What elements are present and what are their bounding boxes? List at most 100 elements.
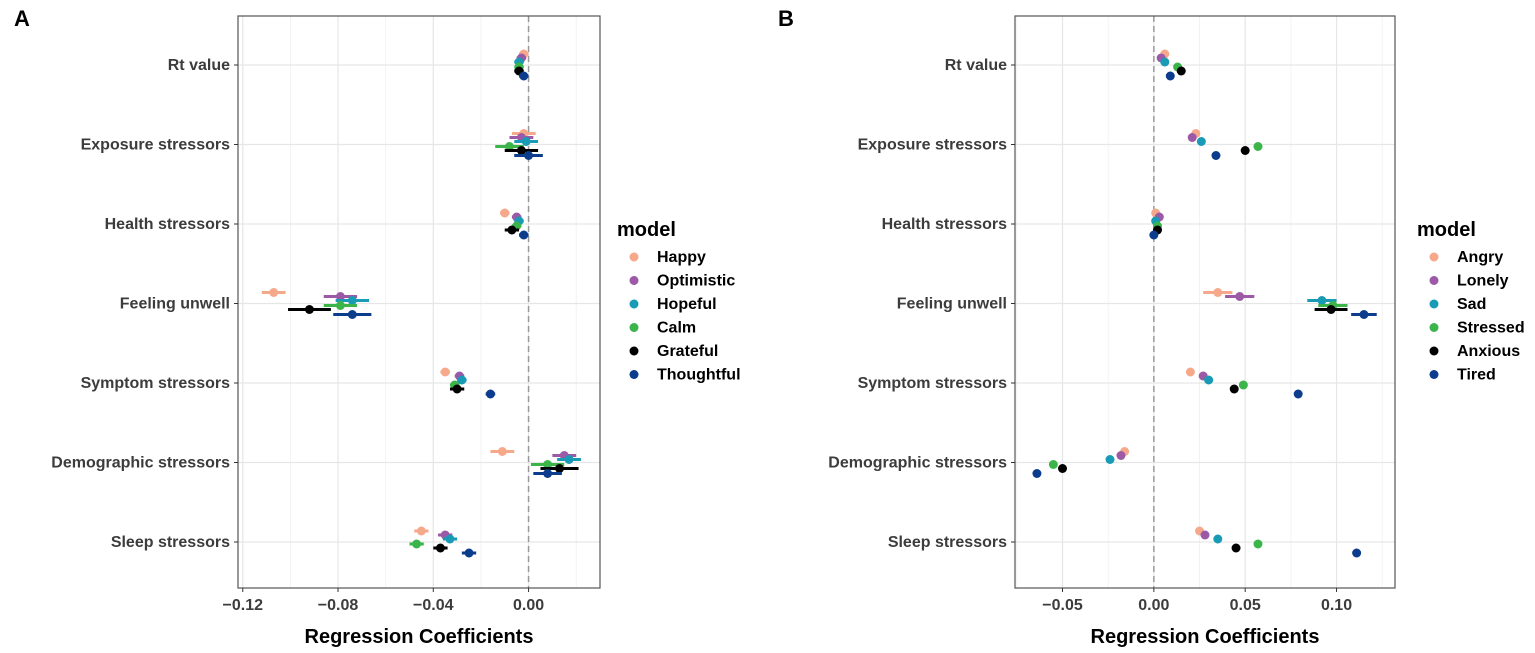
x-axis-b: −0.05 0.00 0.05 0.10 <box>1042 588 1352 614</box>
data-point <box>1293 389 1303 399</box>
data-point <box>347 296 357 305</box>
legend-item: Happy <box>629 249 706 266</box>
x-tick-label: −0.08 <box>318 597 359 614</box>
series-tired <box>1032 71 1377 558</box>
legend-item: Thoughtful <box>629 367 741 384</box>
y-tick-label: Exposure stressors <box>858 137 1008 154</box>
series-calm <box>323 62 565 549</box>
data-point <box>1317 296 1327 305</box>
data-point <box>1359 310 1369 319</box>
legend-label: Calm <box>657 320 696 337</box>
x-axis-title-a: Regression Coefficients <box>305 626 534 648</box>
data-point <box>485 389 495 399</box>
marks-b <box>1032 49 1377 558</box>
data-point <box>1116 451 1126 460</box>
data-point <box>1048 460 1058 469</box>
data-point <box>1352 548 1362 558</box>
legend-marker <box>1429 323 1439 332</box>
legend-item: Angry <box>1429 249 1503 266</box>
data-point <box>1032 469 1042 478</box>
plot-border-b <box>1014 15 1396 589</box>
data-point <box>445 534 455 544</box>
legend-label: Anxious <box>1457 343 1520 360</box>
series-thoughtful <box>333 71 562 558</box>
data-point <box>564 455 574 464</box>
data-point <box>1196 137 1206 146</box>
data-point <box>1229 384 1239 394</box>
marks-a <box>261 49 581 558</box>
y-tick-label: Exposure stressors <box>81 137 231 154</box>
data-point <box>1231 543 1241 553</box>
legend-item: Optimistic <box>629 273 735 290</box>
legend-marker <box>1429 346 1439 356</box>
legend-marker <box>1429 299 1439 309</box>
legend-marker <box>1429 370 1439 379</box>
data-point <box>1185 367 1195 377</box>
legend-item: Calm <box>629 320 696 337</box>
legend-label: Tired <box>1457 367 1496 384</box>
data-point <box>516 146 526 155</box>
y-tick-label: Sleep stressors <box>888 534 1007 551</box>
data-point <box>1326 305 1336 314</box>
data-point <box>335 292 345 301</box>
data-point <box>416 526 426 536</box>
legend-item: Lonely <box>1429 273 1509 290</box>
legend-marker <box>1429 252 1439 262</box>
legend-item: Tired <box>1429 367 1496 384</box>
x-tick-label: 0.10 <box>1321 597 1352 614</box>
data-point <box>521 137 531 146</box>
data-point <box>543 460 553 469</box>
y-tick-label: Symptom stressors <box>81 375 230 392</box>
data-point <box>1253 539 1263 549</box>
legend-item: Hopeful <box>629 296 717 313</box>
series-grateful <box>288 66 579 553</box>
legend-item: Grateful <box>629 343 718 360</box>
legend-marker <box>629 323 639 332</box>
data-point <box>1176 66 1186 76</box>
y-tick-label: Health stressors <box>882 216 1007 233</box>
legend-item: Anxious <box>1429 343 1520 360</box>
series-sad <box>1105 57 1337 544</box>
legend-label: Sad <box>1457 296 1486 313</box>
legend-label: Hopeful <box>657 296 717 313</box>
legend-marker <box>629 299 639 309</box>
y-axis-a: Rt value Exposure stressors Health stresso… <box>51 57 238 551</box>
y-tick-label: Health stressors <box>105 216 230 233</box>
legend-label: Grateful <box>657 343 718 360</box>
data-point <box>1105 455 1115 464</box>
y-tick-label: Demographic stressors <box>828 455 1007 472</box>
data-point <box>543 469 553 478</box>
data-point <box>1240 146 1250 155</box>
y-tick-label: Feeling unwell <box>120 296 230 313</box>
y-tick-label: Rt value <box>945 57 1007 74</box>
legend-label: Stressed <box>1457 320 1525 337</box>
data-point <box>1238 380 1248 390</box>
plot-border-a <box>237 15 601 589</box>
y-tick-label: Symptom stressors <box>858 375 1007 392</box>
panel-a: A Rt value Exposure stressors Health stres… <box>14 6 741 648</box>
legend-a: model Happy Optimistic Hopeful Calm Grateful… <box>617 219 741 384</box>
data-point <box>1160 57 1170 67</box>
data-point <box>1213 534 1223 544</box>
data-point <box>269 288 279 297</box>
legend-marker <box>629 370 639 379</box>
y-tick-label: Sleep stressors <box>111 534 230 551</box>
data-point <box>519 71 529 81</box>
x-tick-label: 0.00 <box>1138 597 1169 614</box>
data-point <box>1211 151 1221 160</box>
plot-area-b <box>1015 16 1395 588</box>
panel-letter-a: A <box>14 6 30 31</box>
data-point <box>1253 142 1263 151</box>
data-point <box>500 208 510 218</box>
data-point <box>452 384 462 394</box>
legend-label: Optimistic <box>657 273 735 290</box>
legend-item: Sad <box>1429 296 1486 313</box>
legend-marker <box>629 252 639 262</box>
legend-label: Angry <box>1457 249 1503 266</box>
data-point <box>412 539 422 549</box>
plot-area-a <box>238 16 600 588</box>
legend-label: Happy <box>657 249 706 266</box>
data-point <box>1200 530 1210 540</box>
x-tick-label: −0.12 <box>223 597 264 614</box>
